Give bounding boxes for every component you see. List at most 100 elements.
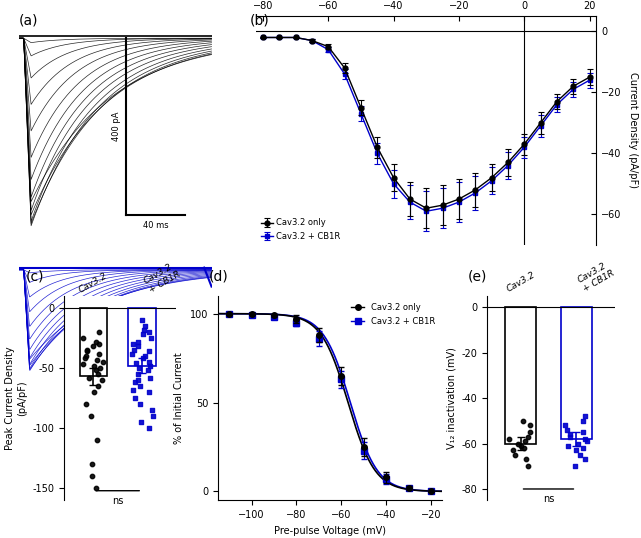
Point xyxy=(565,433,576,441)
Y-axis label: Current Density (pA/pF): Current Density (pA/pF) xyxy=(628,73,638,188)
Point xyxy=(146,373,156,382)
Bar xyxy=(79,308,107,377)
Point xyxy=(133,342,143,351)
Point xyxy=(92,355,103,364)
Text: 400 pA: 400 pA xyxy=(112,112,121,141)
Text: (c): (c) xyxy=(26,269,44,283)
Point xyxy=(574,451,585,459)
Text: ns: ns xyxy=(543,493,554,504)
Point xyxy=(140,322,151,330)
Point xyxy=(133,370,143,378)
Y-axis label: Peak Current Density
(pA/pF): Peak Current Density (pA/pF) xyxy=(5,346,27,450)
Text: Cav3.2: Cav3.2 xyxy=(504,270,537,294)
Point xyxy=(133,376,144,384)
Y-axis label: V₁₂ inactivation (mV): V₁₂ inactivation (mV) xyxy=(446,347,456,449)
Point xyxy=(513,439,523,448)
Point xyxy=(136,418,146,427)
Point xyxy=(144,328,154,336)
Point xyxy=(93,370,103,378)
Point xyxy=(504,435,514,443)
Point xyxy=(97,376,108,384)
Point xyxy=(98,358,108,366)
Point xyxy=(510,451,520,459)
Point xyxy=(521,455,531,464)
Point xyxy=(94,339,104,348)
Point xyxy=(142,366,153,375)
Point xyxy=(525,428,535,436)
Point xyxy=(578,416,588,425)
Point xyxy=(565,430,575,439)
Point xyxy=(79,354,90,363)
Text: Cav3.2
+ CB1R: Cav3.2 + CB1R xyxy=(142,260,182,295)
Point xyxy=(560,421,570,430)
Point xyxy=(134,364,144,372)
Point xyxy=(147,412,158,421)
Point xyxy=(81,400,91,408)
Legend: Cav3.2 only, Cav3.2 + CB1R: Cav3.2 only, Cav3.2 + CB1R xyxy=(348,300,438,329)
Point xyxy=(133,337,144,346)
Point xyxy=(78,360,88,369)
Point xyxy=(129,394,140,402)
Point xyxy=(88,342,99,351)
Point xyxy=(85,412,96,421)
Y-axis label: % of Initial Current: % of Initial Current xyxy=(174,352,184,444)
Point xyxy=(562,426,572,434)
Point xyxy=(135,400,145,408)
Point xyxy=(522,462,533,471)
Point xyxy=(572,439,583,448)
Point xyxy=(579,455,590,464)
Point xyxy=(516,442,526,450)
Point xyxy=(582,437,592,445)
Point xyxy=(131,359,141,367)
Point xyxy=(91,337,101,346)
Point xyxy=(144,358,154,366)
Point xyxy=(523,433,533,441)
Point xyxy=(580,412,590,421)
Point xyxy=(144,388,154,397)
Point xyxy=(94,349,104,358)
Point xyxy=(571,446,581,455)
Point xyxy=(130,378,140,387)
Point xyxy=(138,354,148,363)
Point xyxy=(94,328,104,336)
Point xyxy=(129,346,139,355)
Point xyxy=(145,362,155,370)
Point xyxy=(146,334,156,342)
Point xyxy=(88,362,99,370)
Point xyxy=(89,388,99,397)
Point xyxy=(128,349,138,358)
Point xyxy=(135,382,145,391)
Legend: Cav3.2 only, Cav3.2 + CB1R: Cav3.2 only, Cav3.2 + CB1R xyxy=(261,218,340,240)
Point xyxy=(563,442,574,450)
Point xyxy=(578,428,588,436)
Text: Cav3.2
+ CB1R: Cav3.2 + CB1R xyxy=(576,259,616,294)
Text: (b): (b) xyxy=(250,13,270,27)
Point xyxy=(128,385,138,394)
Point xyxy=(128,339,138,348)
Text: 40 ms: 40 ms xyxy=(142,221,168,230)
Text: ns: ns xyxy=(112,495,124,506)
Point xyxy=(140,352,150,360)
Point xyxy=(93,382,103,391)
Point xyxy=(87,460,97,469)
Point xyxy=(137,316,147,324)
Point xyxy=(144,347,154,356)
Point xyxy=(139,325,149,334)
X-axis label: Pre-pulse Voltage (mV): Pre-pulse Voltage (mV) xyxy=(274,526,386,536)
Point xyxy=(147,406,157,414)
Point xyxy=(520,437,531,445)
Bar xyxy=(505,307,537,443)
Point xyxy=(82,346,92,355)
Text: (d): (d) xyxy=(208,269,228,283)
Point xyxy=(90,366,101,375)
Point xyxy=(570,462,581,471)
Bar xyxy=(128,308,156,366)
Point xyxy=(508,446,518,455)
Point xyxy=(518,416,528,425)
Point xyxy=(137,330,147,339)
Point xyxy=(84,373,94,382)
Text: Cav3.2: Cav3.2 xyxy=(78,271,109,295)
Point xyxy=(525,421,535,430)
Point xyxy=(578,444,588,452)
Point xyxy=(91,484,101,493)
